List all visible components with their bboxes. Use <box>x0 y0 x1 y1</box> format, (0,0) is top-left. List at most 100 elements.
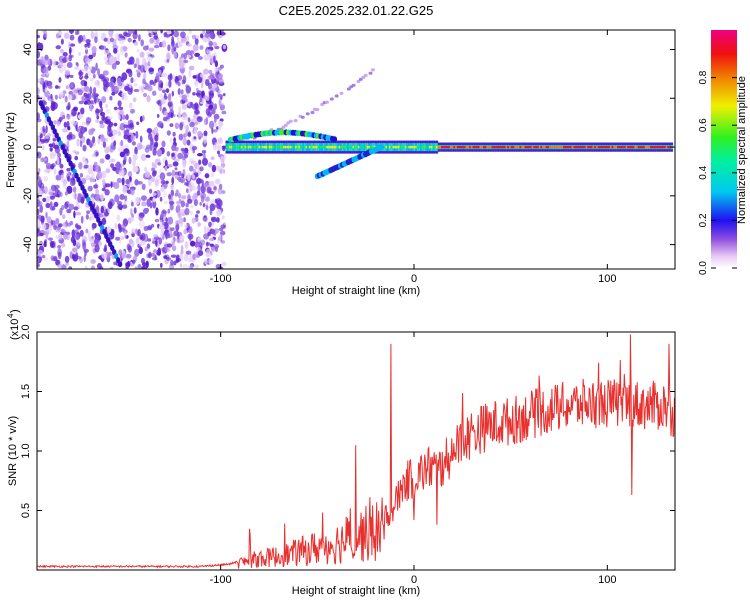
heat-cell-noise <box>197 236 202 241</box>
heat-cell-noise <box>51 142 56 149</box>
heat-cell-noise <box>132 97 137 103</box>
heat-cell-noise <box>213 129 218 133</box>
heat-cell-noise <box>107 116 113 120</box>
heat-cell-noise <box>127 30 134 35</box>
heat-cell-band-peak <box>483 145 486 149</box>
heat-cell-band-peak <box>657 145 660 149</box>
heat-cell-noise <box>113 182 120 189</box>
heat-cell-band-peak <box>406 145 409 149</box>
heat-cell-noise <box>99 120 104 125</box>
heat-cell-noise <box>129 56 135 65</box>
heat-cell-noise <box>200 80 204 89</box>
heat-cell-noise <box>80 196 85 204</box>
heat-cell-noise <box>157 247 161 256</box>
heat-cell-noise <box>136 121 140 126</box>
heat-cell-noise <box>170 254 177 258</box>
heat-cell-noise <box>125 253 132 259</box>
heat-cell-noise <box>173 46 177 52</box>
heat-cell-band-peak <box>329 145 333 149</box>
heat-cell-noise <box>198 159 202 165</box>
heat-cell-noise <box>135 57 140 66</box>
heat-cell-noise <box>163 200 168 205</box>
heat-cell-noise <box>101 252 108 259</box>
heat-cell-band-peak <box>467 145 470 149</box>
heat-cell-noise <box>201 179 204 188</box>
heat-cell-noise <box>96 80 100 86</box>
heat-cell-noise <box>146 56 153 62</box>
heat-cell-noise <box>146 45 149 50</box>
heat-cell-noise <box>39 43 44 51</box>
heat-cell-band-peak <box>489 145 493 149</box>
heat-cell-branch <box>305 112 310 116</box>
heat-cell-noise <box>131 201 134 207</box>
heat-cell-noise <box>181 173 185 179</box>
heat-cell-noise <box>209 101 214 109</box>
heat-cell-noise <box>63 121 68 128</box>
heat-cell-noise <box>84 85 90 93</box>
heat-cell-noise <box>57 121 61 126</box>
heat-cell-noise <box>74 229 79 235</box>
heat-cell-band-peak <box>568 145 571 149</box>
heat-cell-noise <box>180 37 187 43</box>
heat-cell-band-peak <box>392 145 395 149</box>
heat-cell-noise <box>139 135 143 143</box>
heat-cell-noise <box>138 246 143 255</box>
heat-cell-noise <box>159 172 166 181</box>
heat-cell-noise <box>56 156 60 165</box>
heat-cell-noise <box>159 196 163 202</box>
heat-cell-noise <box>104 244 107 252</box>
heat-cell-branch <box>325 100 329 104</box>
x-tick-label: 0 <box>411 273 417 285</box>
heat-cell-band-peak <box>244 145 247 149</box>
heat-cell-noise <box>130 217 134 223</box>
heat-cell-noise <box>105 183 111 188</box>
heat-cell-noise <box>127 260 131 268</box>
heat-cell-band-peak <box>336 145 339 149</box>
heat-cell-noise <box>177 152 184 160</box>
heat-cell-noise <box>85 175 91 181</box>
heat-cell-band-peak <box>543 145 547 149</box>
heat-cell-noise <box>214 178 221 185</box>
heat-cell-noise <box>108 30 114 38</box>
heat-cell-branch <box>281 125 286 129</box>
heat-cell-noise <box>141 115 145 122</box>
heat-cell-band-peak <box>321 145 324 149</box>
heat-cell-noise <box>217 150 220 155</box>
heat-cell-band-peak <box>314 145 317 149</box>
heat-cell-noise <box>208 258 214 265</box>
heat-cell-noise <box>105 154 111 160</box>
heat-cell-band-peak <box>603 145 606 149</box>
heat-cell-noise <box>211 164 217 173</box>
heat-cell-noise <box>85 214 89 220</box>
heat-cell-noise <box>205 204 209 211</box>
heat-cell-band-peak <box>519 145 522 149</box>
heat-cell-noise <box>102 141 107 148</box>
heat-cell-band-peak <box>472 145 475 149</box>
heat-cell-band-peak <box>564 145 567 149</box>
heat-cell-noise <box>178 217 184 224</box>
heat-cell-noise <box>211 107 216 115</box>
heat-cell-noise <box>59 163 64 169</box>
heat-cell-band-peak <box>610 145 613 149</box>
heat-cell-band-peak <box>347 145 350 149</box>
heat-cell-noise <box>96 115 100 120</box>
heat-cell-band-peak <box>641 145 644 149</box>
heat-cell-band-peak <box>463 145 466 149</box>
heat-cell-noise <box>206 186 212 194</box>
heat-cell-noise <box>174 167 178 171</box>
heat-cell-noise <box>211 231 215 235</box>
heat-cell-noise <box>181 94 187 101</box>
heat-cell-noise <box>166 130 171 136</box>
heat-cell-noise <box>187 198 193 204</box>
heat-cell-noise <box>80 79 87 86</box>
snr-axes: -100 0 100 0.5 1.0 1.5 2.0 <box>20 324 675 586</box>
heat-cell-noise <box>101 96 107 104</box>
heat-cell-band-peak <box>322 145 326 149</box>
heat-cell-noise <box>62 90 67 95</box>
heat-cell-noise <box>66 208 72 214</box>
heat-cell-band-peak <box>510 145 513 149</box>
heat-cell-band-peak <box>364 145 367 149</box>
heat-cell-noise <box>197 177 200 185</box>
heat-cell-noise <box>152 249 158 254</box>
heat-cell-branch <box>283 123 288 127</box>
